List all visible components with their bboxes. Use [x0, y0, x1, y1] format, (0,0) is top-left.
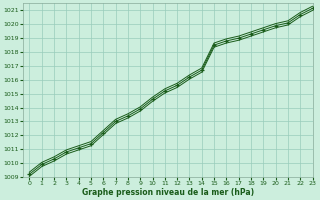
X-axis label: Graphe pression niveau de la mer (hPa): Graphe pression niveau de la mer (hPa) — [82, 188, 254, 197]
